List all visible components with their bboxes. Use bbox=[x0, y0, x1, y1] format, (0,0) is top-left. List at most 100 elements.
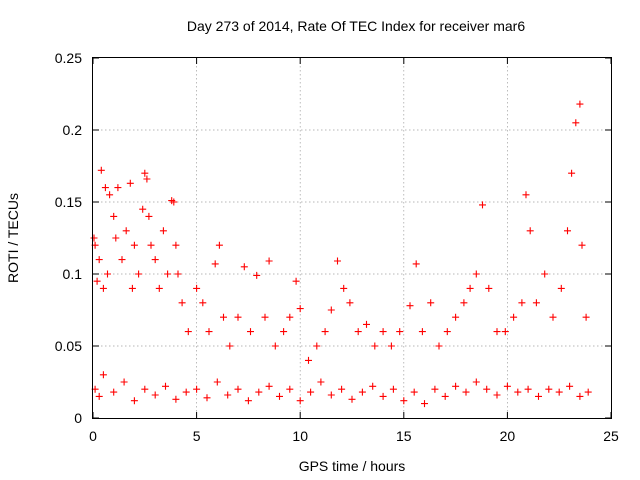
data-point bbox=[220, 313, 227, 321]
plot-frame bbox=[92, 57, 612, 419]
data-point bbox=[532, 299, 540, 307]
data-point bbox=[139, 205, 147, 213]
data-point bbox=[104, 270, 111, 278]
data-point bbox=[379, 328, 387, 336]
data-point bbox=[535, 392, 542, 400]
data-point bbox=[327, 391, 335, 399]
data-point bbox=[466, 284, 474, 292]
data-point bbox=[90, 234, 98, 242]
data-point bbox=[421, 400, 428, 408]
data-point bbox=[296, 397, 304, 405]
data-point bbox=[128, 284, 136, 292]
data-point bbox=[555, 388, 563, 396]
data-point bbox=[244, 397, 252, 405]
data-point bbox=[211, 260, 219, 268]
data-point bbox=[572, 119, 580, 127]
data-point bbox=[410, 388, 418, 396]
data-point bbox=[493, 328, 501, 336]
data-point bbox=[97, 166, 105, 174]
data-point bbox=[418, 328, 426, 336]
data-point bbox=[387, 342, 395, 350]
x-axis-tick-labels: 0 5 10 15 20 25 bbox=[89, 428, 619, 444]
data-point bbox=[379, 392, 387, 400]
data-point bbox=[578, 241, 586, 249]
data-point bbox=[126, 179, 134, 187]
data-point bbox=[99, 371, 107, 379]
data-point bbox=[184, 328, 192, 336]
data-point bbox=[483, 385, 491, 393]
data-point bbox=[164, 270, 172, 278]
data-point bbox=[265, 257, 273, 265]
y-tick-label: 0.25 bbox=[55, 50, 82, 66]
data-point bbox=[545, 385, 553, 393]
data-point bbox=[203, 394, 211, 402]
data-point bbox=[479, 201, 486, 209]
data-point bbox=[226, 342, 234, 350]
data-point bbox=[396, 328, 404, 336]
data-point bbox=[255, 388, 263, 396]
data-point bbox=[271, 342, 279, 350]
data-point bbox=[162, 382, 169, 390]
data-point bbox=[118, 256, 126, 264]
data-point bbox=[213, 378, 221, 386]
data-point bbox=[485, 284, 493, 292]
data-point bbox=[363, 320, 370, 328]
data-point bbox=[358, 388, 366, 396]
data-point bbox=[141, 169, 149, 177]
data-points bbox=[90, 100, 592, 408]
data-point bbox=[346, 299, 354, 307]
data-point bbox=[526, 227, 534, 235]
data-point bbox=[172, 241, 180, 249]
x-tick-label: 15 bbox=[396, 428, 412, 444]
data-point bbox=[441, 392, 449, 400]
data-point bbox=[334, 257, 341, 265]
data-point bbox=[327, 306, 335, 314]
data-point bbox=[371, 342, 379, 350]
data-point bbox=[234, 313, 242, 321]
x-tick-label: 25 bbox=[603, 428, 619, 444]
data-point bbox=[151, 391, 159, 399]
data-point bbox=[215, 241, 223, 249]
data-point bbox=[193, 284, 201, 292]
data-point bbox=[205, 328, 213, 336]
data-point bbox=[130, 397, 138, 405]
data-point bbox=[110, 388, 118, 396]
x-axis-title: GPS time / hours bbox=[299, 458, 406, 474]
data-point bbox=[582, 313, 590, 321]
data-point bbox=[460, 299, 468, 307]
data-point bbox=[338, 385, 346, 393]
data-point bbox=[522, 191, 530, 199]
data-point bbox=[317, 378, 325, 386]
data-point bbox=[286, 385, 294, 393]
data-point bbox=[321, 328, 329, 336]
data-point bbox=[178, 299, 186, 307]
data-point bbox=[510, 313, 518, 321]
data-point bbox=[435, 342, 443, 350]
data-point bbox=[172, 395, 180, 403]
data-point bbox=[541, 270, 549, 278]
data-point bbox=[170, 198, 178, 206]
data-point bbox=[234, 385, 242, 393]
data-point bbox=[99, 284, 107, 292]
data-point bbox=[182, 388, 190, 396]
data-point bbox=[518, 299, 526, 307]
data-point bbox=[305, 356, 312, 364]
x-tick-label: 10 bbox=[292, 428, 308, 444]
data-point bbox=[503, 382, 511, 390]
data-point bbox=[114, 184, 122, 192]
data-point bbox=[514, 388, 522, 396]
data-point bbox=[348, 395, 356, 403]
data-point bbox=[406, 302, 414, 310]
data-point bbox=[95, 256, 103, 264]
data-point bbox=[443, 328, 451, 336]
y-tick-label: 0 bbox=[74, 410, 82, 426]
data-point bbox=[389, 385, 397, 393]
x-tick-label: 0 bbox=[89, 428, 97, 444]
axis-ticks bbox=[92, 57, 612, 419]
y-tick-label: 0.2 bbox=[63, 122, 83, 138]
data-point bbox=[240, 263, 248, 271]
data-point bbox=[340, 284, 348, 292]
data-point bbox=[584, 388, 592, 396]
data-point bbox=[95, 392, 103, 400]
